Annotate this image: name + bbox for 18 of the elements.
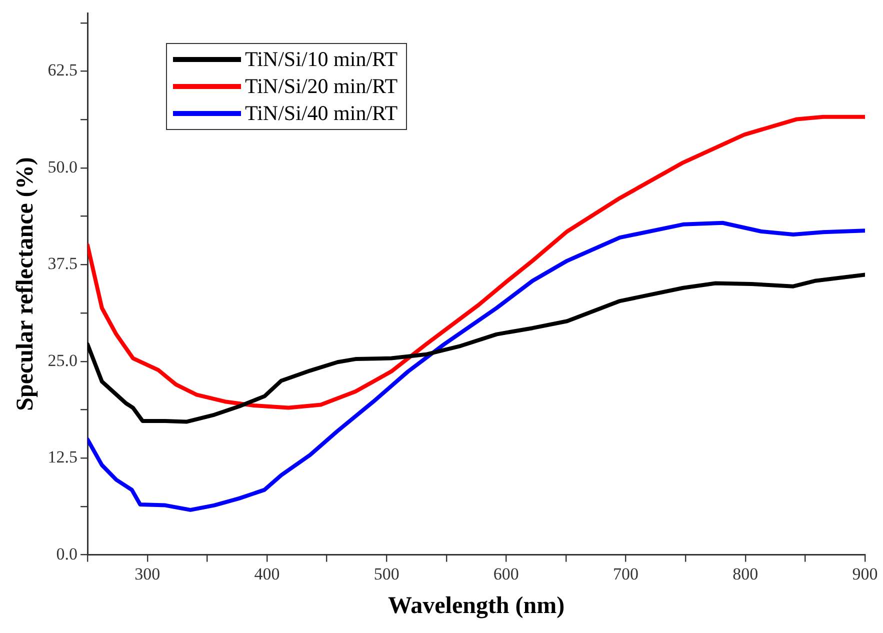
y-tick-label: 0.0 [56, 544, 78, 564]
y-axis-title: Specular reflectance (%) [12, 157, 39, 411]
y-tick-label: 37.5 [48, 254, 78, 274]
legend-label: TiN/Si/40 min/RT [245, 101, 398, 126]
x-tick-label: 700 [613, 564, 639, 584]
y-tick-label: 12.5 [48, 448, 78, 467]
x-tick-label: 400 [254, 564, 280, 584]
x-tick-label: 900 [852, 564, 878, 584]
y-tick-label: 25.0 [48, 350, 78, 370]
legend-label: TiN/Si/20 min/RT [245, 74, 398, 99]
y-tick-label: 50.0 [48, 157, 78, 176]
x-tick-label: 300 [134, 564, 160, 584]
x-axis-title: Wavelength (nm) [388, 592, 565, 619]
x-tick-label: 500 [374, 564, 400, 584]
y-tick-label: 62.5 [48, 60, 78, 80]
x-tick-label: 800 [732, 564, 758, 584]
legend-label: TiN/Si/10 min/RT [245, 47, 398, 72]
x-tick-label: 600 [493, 564, 519, 584]
